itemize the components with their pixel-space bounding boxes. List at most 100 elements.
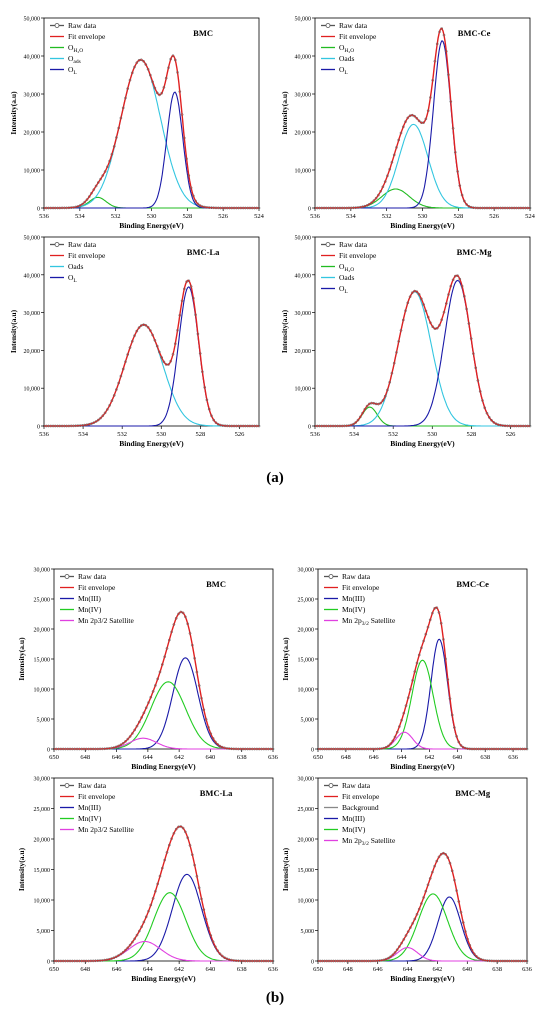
x-tick-label: 532 xyxy=(388,431,398,438)
raw-data-point xyxy=(449,100,453,103)
raw-data-point xyxy=(189,186,193,190)
chart-title: BMC-La xyxy=(187,247,220,257)
raw-data-point xyxy=(400,718,403,722)
raw-data-point xyxy=(417,119,421,123)
y-tick-label: 0 xyxy=(308,425,311,431)
legend-label: Oads xyxy=(68,262,83,271)
y-tick-label: 10,000 xyxy=(298,688,315,694)
raw-data-point xyxy=(485,411,489,415)
raw-data-point xyxy=(442,33,446,37)
legend-label: Raw data xyxy=(339,21,368,30)
raw-data-point xyxy=(151,80,154,84)
raw-data-point xyxy=(216,422,220,426)
raw-data-point xyxy=(426,625,430,629)
x-tick-label: 646 xyxy=(112,966,123,973)
x-tick-label: 534 xyxy=(346,213,357,220)
raw-data-point xyxy=(426,883,430,887)
raw-data-point xyxy=(142,711,146,715)
raw-data-point xyxy=(444,50,448,53)
raw-data-point xyxy=(389,955,392,959)
legend-label: Mn 2p3/2 Satellite xyxy=(342,836,396,847)
raw-data-point xyxy=(447,73,450,77)
raw-data-point xyxy=(393,735,397,739)
raw-data-point xyxy=(402,938,406,941)
raw-data-point xyxy=(400,941,403,945)
raw-data-point xyxy=(124,360,127,364)
raw-data-point xyxy=(469,337,473,340)
raw-data-point xyxy=(170,630,173,634)
raw-data-point xyxy=(121,741,125,745)
raw-data-point xyxy=(395,351,398,354)
x-tick-label: 648 xyxy=(80,754,90,761)
raw-data-point xyxy=(156,677,160,681)
y-tick-label: 15,000 xyxy=(34,658,51,664)
raw-data-point xyxy=(146,325,150,329)
raw-data-point xyxy=(438,323,441,327)
raw-data-point xyxy=(112,956,116,960)
legend-label: Background xyxy=(342,803,379,812)
y-tick-label: 30,000 xyxy=(34,777,51,783)
raw-data-point xyxy=(370,201,373,205)
legend-label: Mn 2p3/2 Satellite xyxy=(78,825,135,834)
raw-data-point xyxy=(112,145,116,148)
raw-data-point xyxy=(456,274,459,278)
raw-data-point xyxy=(139,58,143,62)
fit-envelope-line xyxy=(54,825,273,962)
x-tick-label: 528 xyxy=(466,431,476,438)
raw-data-point xyxy=(367,202,371,206)
raw-data-point xyxy=(110,399,114,403)
raw-data-point xyxy=(384,745,388,749)
raw-data-point xyxy=(184,830,187,834)
raw-data-point xyxy=(117,744,120,748)
raw-data-point xyxy=(429,96,432,99)
raw-data-point xyxy=(103,170,107,173)
x-tick-label: 644 xyxy=(403,966,414,973)
raw-data-point xyxy=(173,58,177,62)
raw-data-point xyxy=(453,150,457,154)
raw-data-point xyxy=(431,325,435,329)
raw-data-point xyxy=(391,953,395,957)
x-tick-label: 528 xyxy=(182,213,192,220)
legend-marker xyxy=(325,23,331,28)
x-tick-label: 636 xyxy=(268,966,279,973)
series-line xyxy=(315,291,530,427)
y-tick-label: 50,000 xyxy=(24,17,41,23)
raw-data-point xyxy=(395,948,399,952)
series-line xyxy=(44,91,259,209)
raw-data-point xyxy=(201,370,204,374)
raw-data-point xyxy=(87,195,91,198)
raw-data-point xyxy=(195,874,199,878)
raw-data-point xyxy=(182,287,186,291)
series-line xyxy=(44,324,259,427)
raw-data-point xyxy=(81,202,84,206)
raw-data-point xyxy=(372,199,376,203)
x-tick-label: 650 xyxy=(49,754,59,761)
y-tick-label: 30,000 xyxy=(298,568,315,574)
raw-data-point xyxy=(140,925,143,929)
x-tick-label: 638 xyxy=(237,754,247,761)
legend-label: Oads xyxy=(68,54,81,65)
x-tick-label: 532 xyxy=(117,431,127,438)
chart-a1: 0 10,000 20,000 30,000 40,000 50,000 536 534 532… xyxy=(9,17,265,231)
raw-data-point xyxy=(387,744,390,748)
raw-data-point xyxy=(417,907,421,911)
raw-data-point xyxy=(410,291,414,295)
raw-data-point xyxy=(393,951,397,954)
raw-data-point xyxy=(218,952,222,956)
x-tick-label: 534 xyxy=(349,431,360,438)
raw-data-point xyxy=(163,655,167,659)
legend-label: Mn(III) xyxy=(342,814,365,823)
raw-data-point xyxy=(126,353,130,356)
raw-data-point xyxy=(447,293,450,296)
raw-data-point xyxy=(119,952,123,956)
raw-data-point xyxy=(475,954,478,958)
raw-data-point xyxy=(149,903,153,907)
raw-data-point xyxy=(225,957,229,961)
raw-data-point xyxy=(415,290,419,294)
raw-data-point xyxy=(455,889,458,892)
raw-data-point xyxy=(158,874,162,878)
raw-data-point xyxy=(121,950,125,954)
raw-data-point xyxy=(174,616,178,620)
y-tick-label: 30,000 xyxy=(24,311,41,317)
raw-data-point xyxy=(218,744,222,748)
